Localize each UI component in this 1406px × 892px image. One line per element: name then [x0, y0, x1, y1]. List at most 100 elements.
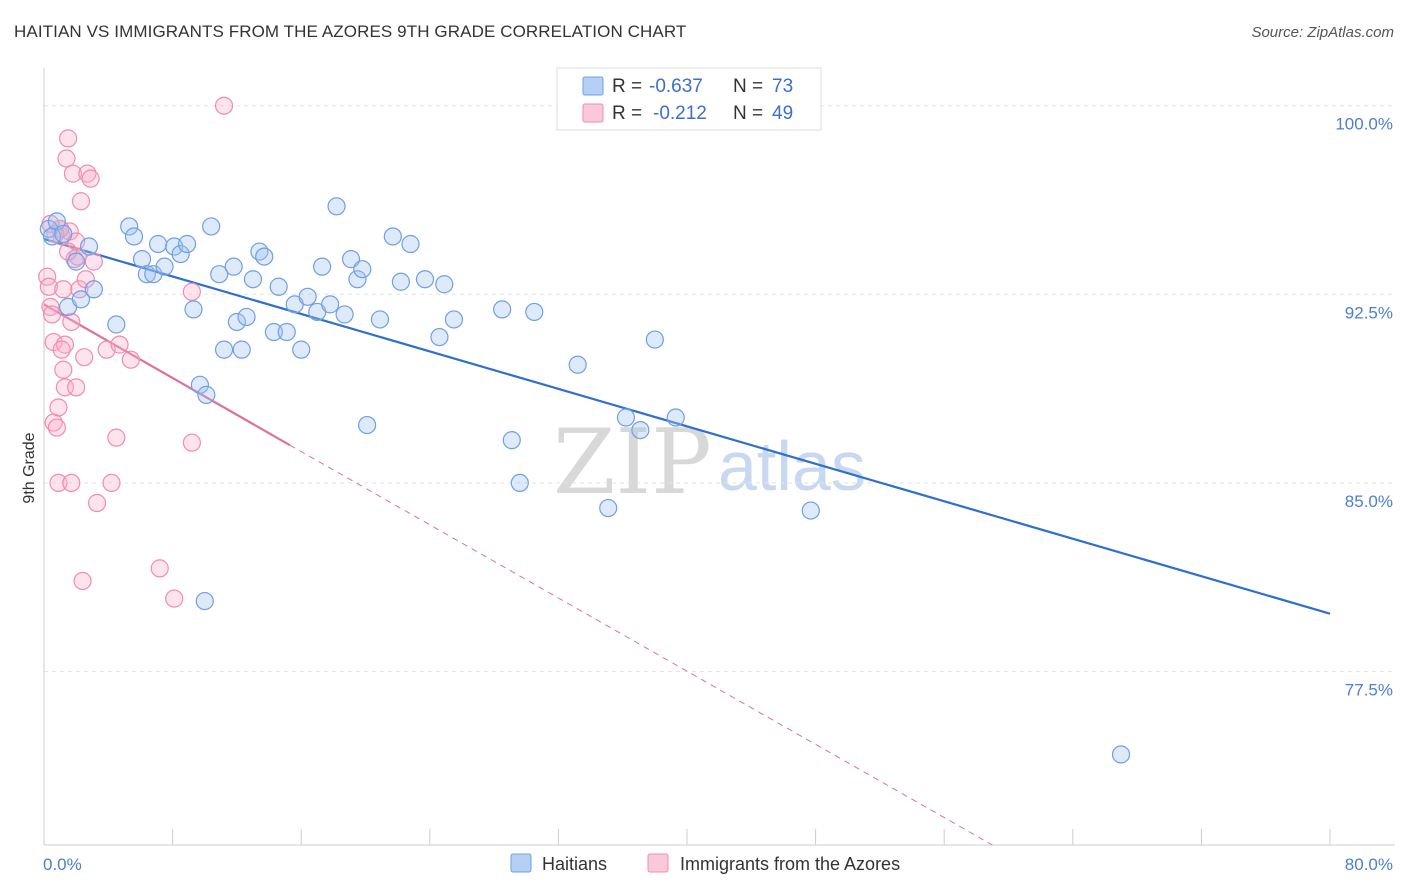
azores-point-39	[165, 589, 184, 608]
watermark-atlas: atlas	[718, 427, 866, 505]
haitian-point-3	[54, 224, 73, 244]
y-tick-label-3: 100.0%	[1335, 115, 1393, 134]
haitian-point-37	[292, 340, 311, 359]
azores-point-48	[67, 378, 86, 397]
haitian-point-55	[444, 310, 464, 329]
haitian-point-35	[277, 322, 296, 342]
haitian-point-13	[137, 265, 156, 284]
haitian-point-43	[335, 305, 354, 324]
haitian-point-8	[84, 280, 103, 299]
haitian-point-20	[184, 300, 203, 319]
legend-r-label-2: R =	[612, 103, 642, 124]
azores-point-19	[62, 473, 81, 493]
azores-point-35	[107, 428, 126, 447]
azores-point-3	[42, 305, 62, 324]
legend-n-value-1: 73	[772, 76, 793, 97]
haitian-point-31	[250, 242, 269, 261]
haitian-point-38	[298, 287, 317, 306]
azores-point-1	[39, 277, 58, 296]
haitian-point-10	[120, 217, 139, 236]
azores-point-42	[214, 96, 234, 115]
haitian-point-68	[1111, 745, 1131, 764]
azores-point-6	[47, 418, 66, 437]
haitian-point-7	[79, 237, 99, 256]
haitian-point-25	[214, 340, 234, 359]
y-tick-labels: 77.5% 85.0% 92.5% 100.0%	[1335, 115, 1393, 700]
haitian-point-41	[321, 295, 340, 314]
haitian-point-47	[358, 415, 377, 435]
haitian-point-6	[71, 290, 91, 309]
axes	[43, 68, 1395, 846]
haitian-point-57	[502, 431, 521, 450]
azores-point-27	[75, 348, 94, 367]
haitian-point-34	[269, 277, 288, 296]
correlation-legend: R = -0.637 N = 73 R = -0.212 N = 49	[556, 67, 822, 131]
haitian-point-40	[312, 257, 332, 276]
bottom-legend-azores: Immigrants from the Azores	[680, 854, 900, 874]
azores-point-32	[87, 493, 107, 513]
azores-point-38	[150, 559, 169, 578]
haitian-point-23	[202, 217, 221, 236]
source-label: Source: ZipAtlas.com	[1251, 24, 1394, 41]
chart-title: HAITIAN VS IMMIGRANTS FROM THE AZORES 9T…	[14, 22, 687, 41]
haitian-point-45	[348, 270, 367, 289]
haitian-point-46	[353, 260, 372, 279]
azores-point-12	[54, 360, 73, 379]
azores-point-34	[102, 473, 121, 493]
azores-point-30	[81, 169, 100, 188]
haitian-point-50	[391, 272, 410, 291]
x-tick-label-max: 80.0%	[1345, 855, 1393, 874]
haitian-point-69	[195, 591, 214, 611]
y-tick-label-2: 92.5%	[1345, 303, 1393, 322]
haitian-point-11	[124, 227, 144, 246]
series-legend: Haitians Immigrants from the Azores	[510, 853, 900, 874]
haitian-point-15	[149, 234, 168, 254]
trend-lines	[43, 237, 1331, 846]
legend-swatch-haitians	[582, 76, 604, 96]
legend-r-value-2: -0.212	[653, 103, 707, 124]
y-tick-label-1: 85.0%	[1345, 492, 1393, 511]
azores-point-31	[84, 252, 103, 271]
haitian-point-12	[132, 250, 152, 269]
azores-point-25	[71, 192, 91, 211]
haitian-point-61	[568, 355, 587, 374]
azores-point-16	[59, 129, 78, 148]
haitian-point-48	[370, 310, 390, 329]
haitian-point-24	[210, 265, 229, 284]
legend-r-value-1: -0.637	[649, 76, 703, 97]
y-tick-label-0: 77.5%	[1345, 680, 1393, 699]
haitian-point-63	[616, 408, 636, 427]
azores-point-7	[49, 398, 68, 417]
azores-point-36	[110, 335, 129, 354]
haitian-point-28	[232, 340, 251, 359]
x-tick-labels: 0.0% 80.0%	[43, 855, 1393, 874]
haitian-point-54	[435, 275, 454, 294]
azores-point-18	[62, 312, 81, 332]
haitian-point-67	[801, 501, 820, 520]
haitian-point-26	[224, 257, 243, 276]
bottom-legend-swatch-haitians	[510, 853, 532, 873]
legend-swatch-azores	[582, 103, 604, 123]
haitian-point-21	[190, 375, 210, 394]
haitian-point-19	[177, 234, 197, 254]
haitian-point-52	[415, 270, 435, 289]
azores-point-14	[55, 335, 74, 354]
azores-point-2	[41, 297, 60, 316]
haitian-point-58	[510, 473, 529, 493]
azores-trend-line	[43, 303, 291, 447]
haitian-point-27	[227, 312, 246, 332]
azores-trend-extension	[289, 444, 993, 846]
azores-point-15	[57, 149, 76, 168]
haitian-point-33	[264, 322, 283, 342]
x-tick-label-min: 0.0%	[43, 855, 82, 874]
haitian-point-62	[599, 498, 618, 518]
legend-n-label-2: N =	[733, 103, 763, 124]
azores-point-8	[49, 473, 68, 493]
haitian-point-51	[401, 234, 420, 254]
haitian-trend-line	[43, 237, 1331, 615]
azores-point-11	[54, 280, 73, 299]
azores-point-26	[73, 571, 92, 591]
y-axis-label: 9th Grade	[21, 432, 38, 503]
haitian-point-66	[666, 408, 685, 427]
